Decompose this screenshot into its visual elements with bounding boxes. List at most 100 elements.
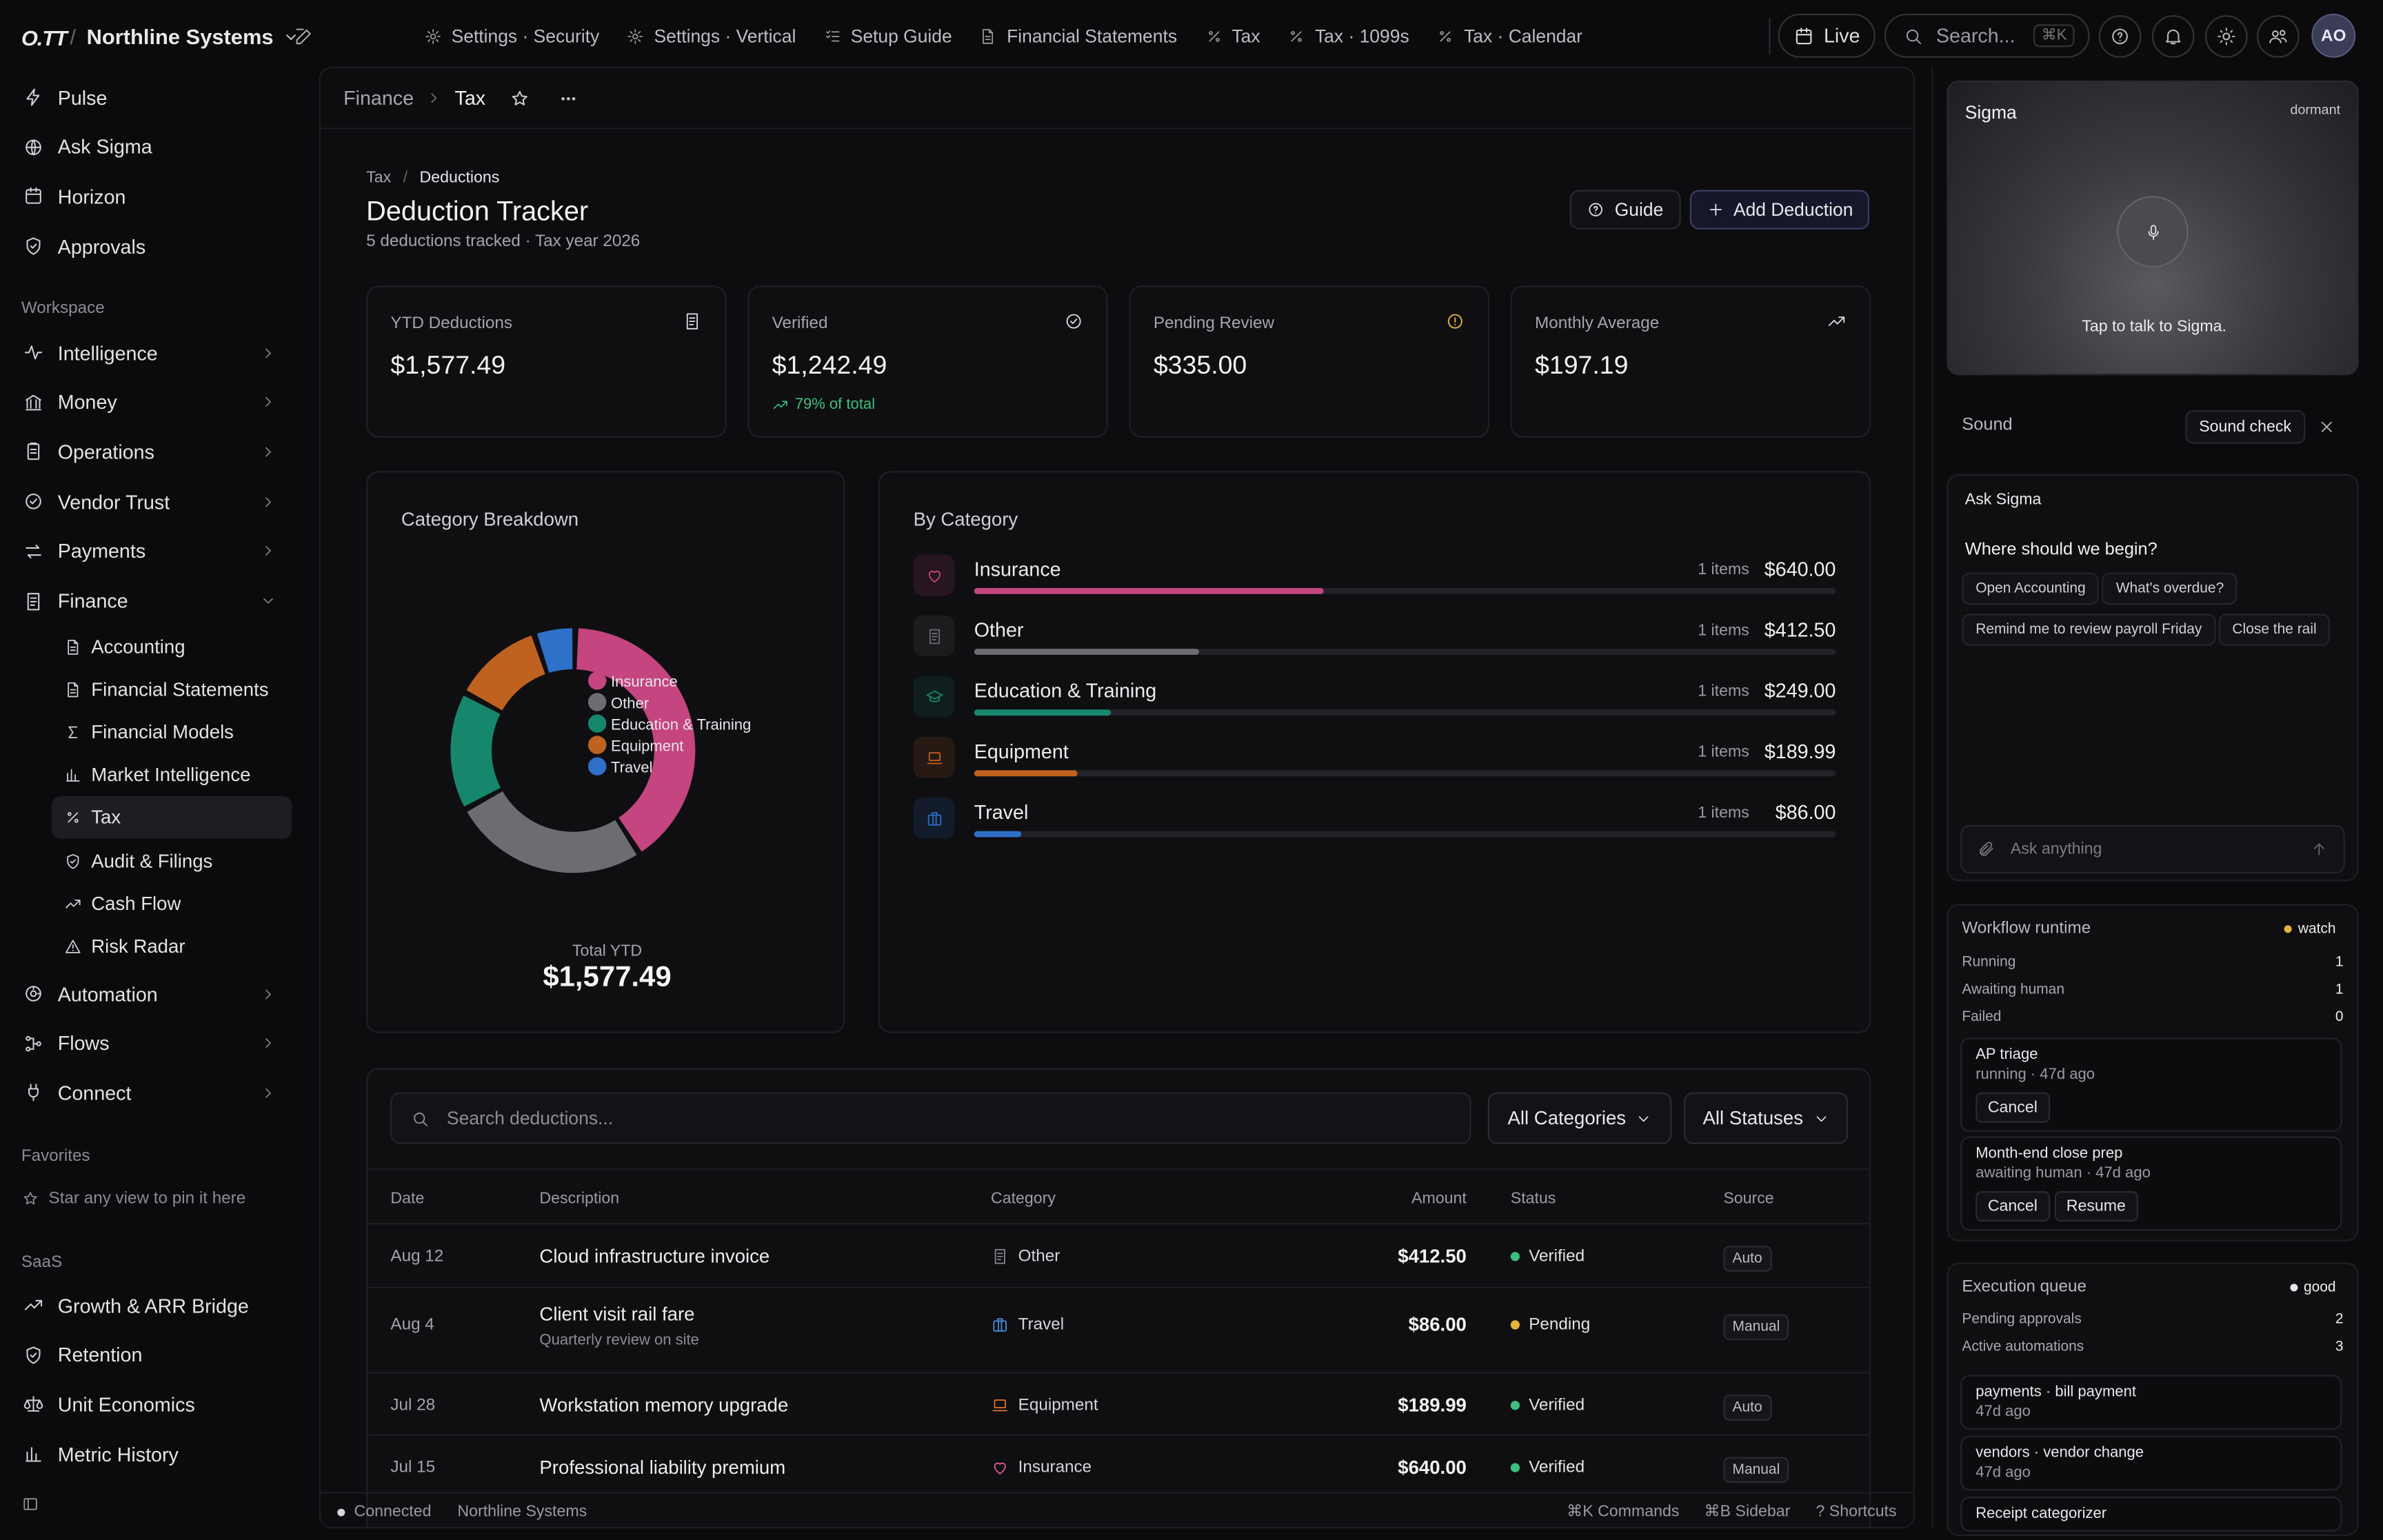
table-row[interactable]: Aug 12 Cloud infrastructure invoice Other $…: [368, 1223, 1869, 1287]
sidebar-item-risk-radar[interactable]: Risk Radar: [52, 925, 292, 968]
sidebar-item-cash-flow[interactable]: Cash Flow: [52, 882, 292, 925]
sidebar-item-operations[interactable]: Operations: [10, 431, 292, 474]
category-row[interactable]: Insurance 1 items $640.00: [913, 554, 1836, 600]
heart-icon: [927, 569, 940, 582]
donut-slice-education-training[interactable]: [450, 695, 501, 807]
close-icon[interactable]: [2317, 418, 2335, 436]
donut-slice-equipment[interactable]: [466, 635, 546, 711]
sidebar-item-label: Ask Sigma: [57, 135, 152, 159]
queue-item[interactable]: vendors · vendor change 47d ago: [1960, 1435, 2342, 1491]
sidebar-item-finance[interactable]: Finance: [10, 580, 292, 622]
sidebar-item-approvals[interactable]: Approvals: [10, 225, 292, 267]
sidebar-item-flows[interactable]: Flows: [10, 1022, 292, 1065]
guide-button[interactable]: Guide: [1569, 190, 1681, 230]
sidebar-item-accounting[interactable]: Accounting: [52, 626, 292, 669]
footer-shortcuts[interactable]: ? Shortcuts: [1816, 1502, 1897, 1521]
resume-button[interactable]: Resume: [2054, 1191, 2138, 1222]
footer-commands[interactable]: ⌘K Commands: [1567, 1502, 1680, 1521]
sidebar-item-market-intelligence[interactable]: Market Intelligence: [52, 754, 292, 797]
top-tab[interactable]: Tax: [1191, 21, 1274, 52]
sidebar-item-intelligence[interactable]: Intelligence: [10, 331, 292, 374]
category-track: [974, 587, 1836, 594]
sidebar-item-audit-filings[interactable]: Audit & Filings: [52, 840, 292, 882]
table-row[interactable]: Aug 4 Client visit rail fare Quarterly rev…: [368, 1286, 1869, 1372]
col-description[interactable]: Description: [539, 1189, 620, 1208]
sidebar-item-tax[interactable]: Tax: [51, 796, 292, 840]
category-row[interactable]: Travel 1 items $86.00: [913, 798, 1836, 843]
assistant-panel: Sigma dormant Tap to talk to Sigma. Soun…: [1931, 66, 2372, 1537]
send-arrow-icon[interactable]: [2310, 840, 2328, 858]
org-switcher[interactable]: Northline Systems: [87, 24, 299, 49]
queue-badge: good: [2290, 1279, 2336, 1296]
sidebar-item-ask-sigma[interactable]: Ask Sigma: [10, 125, 292, 168]
sidebar-item-financial-statements[interactable]: Financial Statements: [52, 669, 292, 711]
notifications-button[interactable]: [2151, 15, 2195, 58]
table-row[interactable]: Jul 28 Workstation memory upgrade Equipmen…: [368, 1372, 1869, 1434]
add-deduction-button[interactable]: Add Deduction: [1689, 190, 1869, 230]
app-logo[interactable]: O.TT: [21, 26, 68, 50]
footer-sidebar[interactable]: ⌘B Sidebar: [1704, 1502, 1791, 1521]
kpi-value: $1,577.49: [390, 351, 506, 380]
sidebar-item-pulse[interactable]: Pulse: [10, 76, 292, 119]
sidebar-item-vendor-trust[interactable]: Vendor Trust: [10, 480, 292, 523]
col-category[interactable]: Category: [991, 1189, 1056, 1208]
sidebar-item-connect[interactable]: Connect: [10, 1072, 292, 1115]
queue-item[interactable]: Receipt categorizer: [1960, 1496, 2342, 1532]
sidebar-toggle[interactable]: [21, 1495, 39, 1513]
donut-slice-other[interactable]: [467, 791, 637, 873]
paperclip-icon[interactable]: [1977, 840, 1995, 858]
deduction-search-input[interactable]: Search deductions...: [390, 1092, 1471, 1144]
sound-check-button[interactable]: Sound check: [2185, 410, 2305, 444]
category-row[interactable]: Equipment 1 items $189.99: [913, 736, 1836, 782]
donut-slice-insurance[interactable]: [576, 628, 696, 852]
team-button[interactable]: [2256, 15, 2300, 58]
sidebar-item-payments[interactable]: Payments: [10, 530, 292, 573]
suggestion-chip[interactable]: Remind me to review payroll Friday: [1962, 614, 2216, 646]
col-status[interactable]: Status: [1510, 1189, 1556, 1208]
row-status-label: Verified: [1529, 1458, 1585, 1477]
top-tab[interactable]: Settings · Vertical: [613, 21, 810, 52]
sidebar-item-growth-arr-bridge[interactable]: Growth & ARR Bridge: [10, 1284, 292, 1326]
top-tab[interactable]: Settings · Security: [410, 21, 613, 52]
col-source[interactable]: Source: [1723, 1189, 1774, 1208]
subcrumb-parent[interactable]: Tax: [366, 168, 392, 188]
breadcrumb-parent[interactable]: Finance: [343, 86, 414, 110]
suggestion-chip[interactable]: Open Accounting: [1962, 572, 2100, 605]
cancel-button[interactable]: Cancel: [1975, 1191, 2050, 1222]
sidebar-item-metric-history[interactable]: Metric History: [10, 1433, 292, 1476]
more-icon[interactable]: [559, 88, 580, 109]
top-tab[interactable]: Setup Guide: [810, 21, 965, 52]
microphone-button[interactable]: [2117, 196, 2189, 267]
user-avatar[interactable]: AO: [2311, 13, 2356, 58]
table-row[interactable]: Jul 15 Professional liability premium Insu…: [368, 1434, 1869, 1499]
sidebar-item-retention[interactable]: Retention: [10, 1333, 292, 1376]
help-button[interactable]: [2098, 15, 2142, 58]
sidebar-item-money[interactable]: Money: [10, 381, 292, 424]
ask-input[interactable]: Ask anything: [1960, 824, 2345, 874]
top-tab[interactable]: Tax · 1099s: [1274, 21, 1422, 52]
sidebar-item-unit-economics[interactable]: Unit Economics: [10, 1384, 292, 1426]
sidebar-item-horizon[interactable]: Horizon: [10, 175, 292, 218]
top-tab-label: Settings · Vertical: [654, 26, 796, 48]
sidebar-item-automation[interactable]: Automation: [10, 973, 292, 1015]
suggestion-chip[interactable]: Close the rail: [2218, 614, 2331, 646]
star-icon[interactable]: [510, 88, 531, 109]
category-row[interactable]: Education & Training 1 items $249.00: [913, 676, 1836, 722]
total-value: $1,577.49: [543, 962, 672, 994]
top-tab[interactable]: Financial Statements: [966, 21, 1191, 52]
sidebar-item-financial-models[interactable]: Financial Models: [52, 711, 292, 754]
cancel-button[interactable]: Cancel: [1975, 1092, 2050, 1123]
col-amount[interactable]: Amount: [1411, 1189, 1467, 1208]
theme-toggle[interactable]: [2205, 15, 2248, 58]
col-date[interactable]: Date: [390, 1189, 425, 1208]
compose-icon[interactable]: [293, 26, 314, 47]
top-tab[interactable]: Tax · Calendar: [1423, 21, 1596, 52]
live-button[interactable]: Live: [1778, 13, 1876, 58]
donut-slice-travel[interactable]: [536, 628, 574, 673]
suggestion-chip[interactable]: What's overdue?: [2102, 572, 2238, 605]
queue-item[interactable]: payments · bill payment 47d ago: [1960, 1375, 2342, 1430]
category-filter[interactable]: All Categories: [1487, 1092, 1672, 1144]
global-search[interactable]: Search... ⌘K: [1884, 13, 2090, 58]
status-filter[interactable]: All Statuses: [1684, 1092, 1849, 1144]
category-row[interactable]: Other 1 items $412.50: [913, 615, 1836, 661]
